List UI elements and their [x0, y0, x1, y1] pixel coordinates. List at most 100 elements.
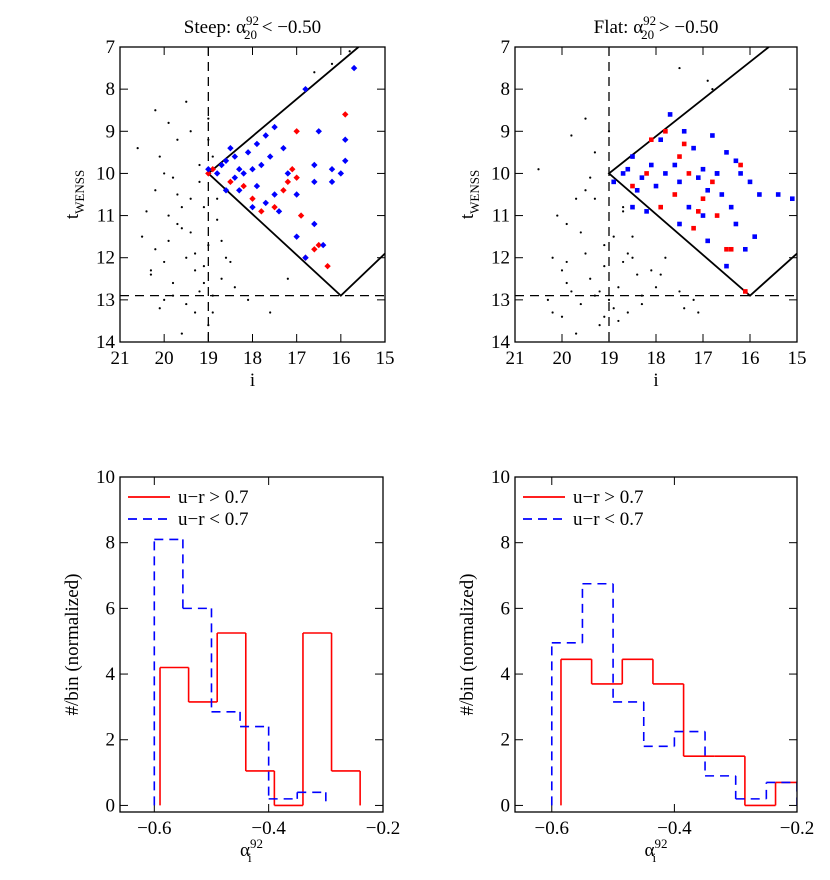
point: [593, 151, 597, 154]
point: [350, 64, 358, 72]
point: [154, 248, 157, 251]
y-tick-label: 9: [501, 121, 511, 142]
point: [262, 199, 269, 207]
x-tick-label: 18: [243, 348, 262, 369]
y-tick-label: 11: [97, 206, 115, 227]
x-axis-label-sup: 92: [654, 836, 667, 851]
y-tick-label: 4: [106, 664, 116, 685]
x-axis-label-sub: i: [652, 850, 656, 865]
point: [302, 254, 309, 261]
x-tick-label: 15: [788, 348, 807, 369]
point: [216, 218, 219, 221]
y-tick-label: 10: [491, 163, 510, 184]
point: [724, 263, 729, 269]
point: [710, 179, 715, 185]
y-axis-label: #/bin (normalized): [457, 574, 478, 716]
y-tick-label: 0: [106, 795, 116, 816]
point: [575, 332, 578, 335]
point: [236, 166, 243, 173]
point: [211, 311, 214, 314]
y-tick-label: 10: [96, 467, 115, 488]
point: [319, 241, 327, 249]
plot-frame: [119, 476, 384, 813]
point: [222, 157, 230, 164]
y-tick-label: 9: [106, 121, 116, 142]
y-tick-label: 6: [106, 598, 116, 619]
point: [246, 298, 250, 301]
y-tick-label: 6: [501, 598, 511, 619]
point: [678, 66, 681, 70]
legend-label: u−r > 0.7: [178, 487, 249, 508]
point: [202, 265, 206, 268]
x-tick-label: 21: [506, 348, 525, 369]
point: [551, 311, 554, 314]
point: [705, 187, 710, 193]
point: [271, 123, 278, 131]
point: [220, 277, 223, 280]
point: [706, 79, 709, 82]
point: [598, 290, 601, 293]
point: [537, 168, 540, 171]
point: [224, 256, 228, 259]
point: [677, 221, 682, 227]
point: [293, 174, 300, 181]
chart-title-text: Flat: α: [594, 17, 644, 38]
point: [271, 191, 278, 198]
point: [681, 128, 687, 134]
point: [240, 182, 247, 190]
y-tick-label: 2: [501, 730, 511, 751]
point: [551, 256, 554, 259]
point: [598, 324, 601, 327]
point: [611, 179, 616, 185]
point: [313, 71, 316, 74]
point: [714, 171, 720, 176]
chart-title-sub: 20: [641, 27, 654, 42]
x-tick-label: 20: [553, 348, 572, 369]
point: [710, 133, 715, 138]
plot-frame: [514, 46, 798, 343]
x-axis-label: α92 i: [240, 836, 263, 865]
y-axis-label-text: t: [457, 213, 478, 219]
point: [311, 246, 318, 253]
point: [733, 221, 739, 227]
point: [193, 269, 197, 272]
plot-area: [153, 538, 361, 807]
point: [202, 281, 206, 285]
panel: −0.6 −0.4 −0.2 0 2 4 6 8 10 α92 i #/bin (normalized…: [457, 467, 814, 865]
point: [747, 179, 753, 185]
x-axis-label-sub: i: [248, 850, 252, 865]
point: [266, 153, 274, 160]
point: [233, 286, 236, 289]
x-tick-label: −0.4: [657, 818, 692, 839]
point: [757, 192, 762, 197]
point: [249, 195, 256, 202]
point: [639, 175, 645, 180]
point: [163, 260, 166, 264]
point: [658, 204, 663, 210]
point: [617, 319, 620, 323]
point: [650, 269, 653, 272]
point: [622, 210, 625, 213]
point: [297, 212, 305, 219]
point: [659, 273, 662, 276]
point: [584, 189, 587, 192]
panel: 21 20 19 18 17 16 15 7 8 9 10 11 12 13 14 i tWENSS Flat: …: [457, 13, 807, 391]
point: [342, 111, 349, 118]
y-tick-label: 14: [96, 332, 116, 353]
x-tick-label: 17: [287, 348, 306, 369]
point: [743, 246, 748, 252]
point: [227, 178, 234, 186]
point: [311, 220, 318, 228]
point: [198, 180, 201, 183]
y-axis-label: #/bin (normalized): [62, 574, 83, 716]
point: [189, 130, 192, 133]
point: [258, 208, 265, 215]
point: [634, 187, 640, 193]
x-axis-label-text: α: [240, 840, 250, 861]
point: [626, 311, 629, 314]
point: [176, 193, 179, 196]
x-tick-label: −0.6: [137, 818, 171, 839]
y-tick-label: 2: [106, 730, 116, 751]
y-axis-label-text: #/bin (normalized): [62, 574, 83, 716]
point: [293, 233, 300, 240]
